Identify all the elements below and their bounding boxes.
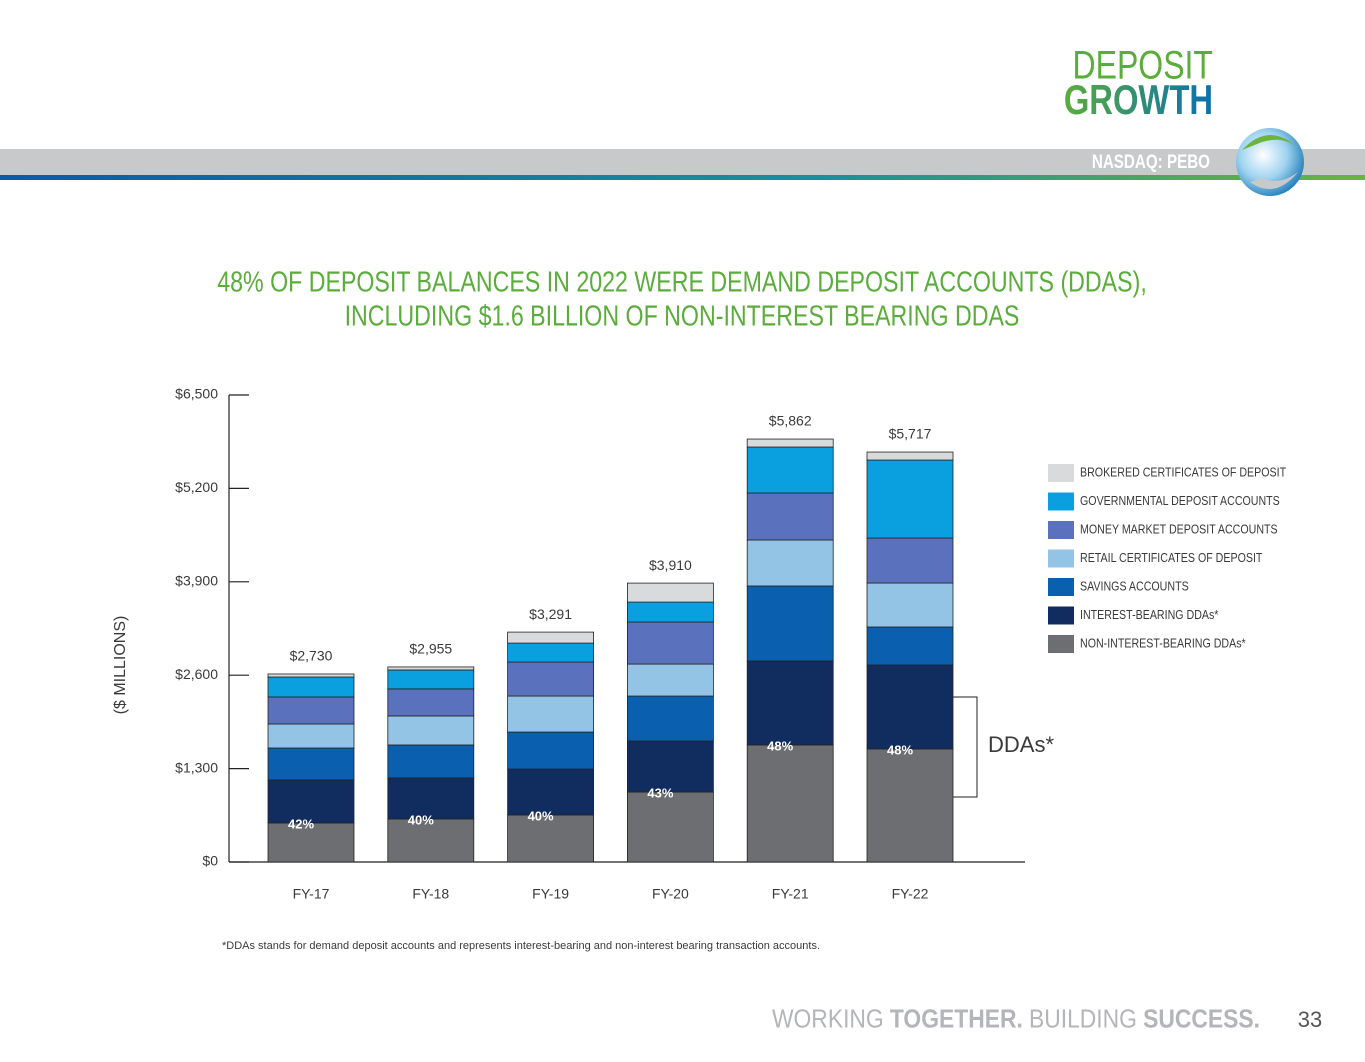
page-number: 33 [1298, 1007, 1322, 1032]
legend-swatch [1048, 578, 1074, 596]
total-label: $3,291 [529, 606, 572, 622]
share-label: 48% [887, 742, 913, 757]
bar-segment [507, 814, 595, 863]
ticker: NASDAQ: PEBO [1092, 150, 1210, 172]
share-label: 43% [647, 785, 673, 800]
legend-label: RETAIL CERTIFICATES OF DEPOSIT [1080, 550, 1262, 565]
bar-segment [507, 631, 595, 644]
y-axis-label: ($ MILLIONS) [112, 616, 129, 715]
bar-segment [746, 492, 834, 541]
bar-segment [866, 582, 954, 628]
legend-swatch [1048, 549, 1074, 568]
bar-segment [267, 676, 355, 698]
bar-segment [267, 822, 355, 863]
legend-label: NON-INTEREST-BEARING DDAs* [1080, 635, 1246, 650]
bar-segment [746, 585, 834, 662]
total-label: $5,862 [769, 413, 812, 429]
bar-segment [267, 747, 355, 781]
bar-segment [507, 661, 595, 697]
legend-swatch [1048, 464, 1074, 482]
y-tick-label: $3,900 [175, 573, 218, 589]
bar-segment [746, 438, 834, 448]
y-tick-label: $2,600 [175, 666, 218, 682]
bar-segment [866, 537, 954, 584]
bar-segment [387, 777, 475, 820]
bar-segment [507, 768, 595, 816]
dda-bracket [953, 696, 978, 798]
x-tick-label: FY-18 [412, 886, 449, 902]
tagline-part: BUILDING [1029, 1006, 1137, 1035]
bar-segment [387, 818, 475, 863]
bar-segment [387, 715, 475, 746]
bar-segment [507, 642, 595, 663]
x-tick-label: FY-19 [532, 886, 569, 902]
total-label: $3,910 [649, 557, 692, 573]
bar-segment [507, 695, 595, 733]
bar-segment [866, 459, 954, 539]
header-stripe [0, 175, 1365, 180]
legend-label: INTEREST-BEARING DDAs* [1080, 607, 1219, 622]
bar-segment [627, 663, 714, 697]
bar-segment [866, 451, 954, 461]
header-title-top: DEPOSIT [1073, 42, 1213, 87]
total-label: $5,717 [889, 426, 932, 442]
bar-segment [627, 621, 714, 665]
tagline-part: WORKING [772, 1006, 884, 1035]
legend-label: SAVINGS ACCOUNTS [1080, 578, 1189, 593]
bar-segment [267, 723, 355, 749]
y-tick-label: $1,300 [175, 759, 218, 775]
share-label: 40% [408, 812, 434, 827]
share-label: 42% [288, 816, 314, 831]
x-tick-label: FY-21 [772, 886, 809, 902]
legend-swatch [1048, 492, 1074, 511]
share-label: 40% [528, 808, 554, 823]
y-tick-label: $0 [202, 853, 218, 869]
legend-swatch [1048, 521, 1074, 539]
total-label: $2,730 [290, 648, 333, 664]
x-tick-label: FY-22 [892, 886, 929, 902]
total-label: $2,955 [409, 641, 452, 657]
x-tick-label: FY-20 [652, 886, 689, 902]
bar-segment [866, 748, 954, 863]
bar-segment [387, 688, 475, 717]
bar-segment [267, 779, 355, 824]
header-title-bottom: GROWTH [1064, 76, 1213, 123]
tagline-part: SUCCESS. [1143, 1006, 1260, 1035]
legend-swatch [1048, 635, 1074, 653]
chart-title: 48% OF DEPOSIT BALANCES IN 2022 WERE DEM… [217, 265, 1147, 298]
legend-label: BROKERED CERTIFICATES OF DEPOSIT [1080, 464, 1286, 479]
logo [1236, 128, 1304, 196]
y-tick-label: $6,500 [175, 386, 218, 402]
share-label: 48% [767, 738, 793, 753]
bar-segment [627, 791, 714, 863]
chart-title: INCLUDING $1.6 BILLION OF NON-INTEREST B… [345, 299, 1020, 332]
bar-segment [267, 673, 355, 678]
bar-segment [746, 744, 834, 863]
bar-segment [746, 660, 834, 746]
dda-bracket-label: DDAs* [988, 732, 1054, 757]
footnote: *DDAs stands for demand deposit accounts… [222, 940, 820, 952]
legend-label: GOVERNMENTAL DEPOSIT ACCOUNTS [1080, 493, 1280, 508]
y-tick-label: $5,200 [175, 479, 218, 495]
tagline: WORKING TOGETHER. BUILDING SUCCESS. [772, 1006, 1260, 1035]
bar-segment [746, 539, 834, 587]
bar-segment [387, 666, 475, 671]
bar-segment [627, 740, 714, 793]
bar-segment [627, 582, 714, 603]
x-tick-label: FY-17 [293, 886, 330, 902]
bar-segment [627, 601, 714, 623]
legend-swatch [1048, 606, 1074, 625]
bar-segment [746, 446, 834, 494]
legend-label: MONEY MARKET DEPOSIT ACCOUNTS [1080, 521, 1278, 536]
bar-segment [387, 669, 475, 690]
bar-segment [627, 695, 714, 742]
header-band [0, 149, 1365, 176]
bar-segment [267, 696, 355, 725]
bar-segment [866, 626, 954, 666]
bar-segment [866, 664, 954, 750]
tagline-part: TOGETHER. [890, 1006, 1023, 1035]
bar-segment [387, 744, 475, 779]
bar-segment [507, 731, 595, 770]
